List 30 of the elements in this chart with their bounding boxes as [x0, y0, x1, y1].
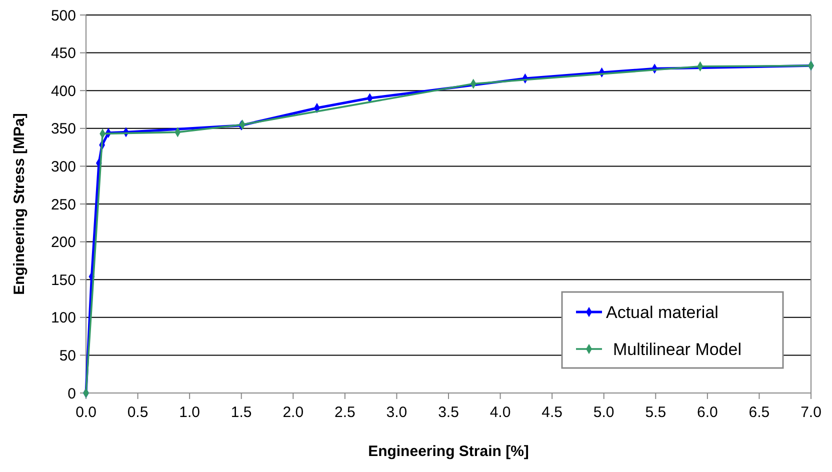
y-tick-label: 250 [50, 196, 76, 214]
y-tick-label: 100 [50, 310, 76, 327]
x-tick-label: 4.0 [490, 404, 511, 421]
x-tick-label: 2.5 [334, 404, 356, 421]
y-tick-label: 200 [50, 234, 76, 252]
x-tick-label: 7.0 [800, 404, 822, 421]
x-tick-label: 1.5 [230, 404, 252, 421]
x-tick-label: 1.0 [179, 404, 200, 421]
x-tick-label: 6.5 [748, 404, 770, 421]
y-tick-label: 0 [68, 385, 76, 402]
x-axis-title: Engineering Strain [%] [368, 443, 529, 460]
y-tick-label: 450 [50, 45, 76, 62]
x-tick-label: 0.0 [76, 404, 96, 421]
x-tick-label: 3.5 [438, 404, 459, 421]
x-tick-label: 5.0 [593, 404, 614, 421]
y-tick-label: 400 [50, 82, 76, 100]
x-tick-label: 0.5 [127, 404, 148, 421]
legend-label: Actual material [606, 302, 718, 322]
x-tick-label: 4.5 [542, 404, 562, 421]
y-tick-label: 300 [50, 158, 76, 176]
x-tick-label: 5.5 [645, 404, 666, 421]
y-tick-label: 50 [59, 347, 76, 364]
x-tick-label: 2.0 [282, 404, 304, 421]
y-tick-label: 500 [50, 7, 76, 24]
legend-label: Multilinear Model [613, 340, 742, 359]
y-tick-label: 150 [50, 272, 76, 289]
x-tick-label: 3.0 [386, 404, 408, 421]
x-tick-label: 6.0 [697, 404, 718, 421]
y-tick-label: 350 [50, 120, 76, 138]
y-axis-title: Engineering Stress [MPa] [11, 113, 28, 295]
